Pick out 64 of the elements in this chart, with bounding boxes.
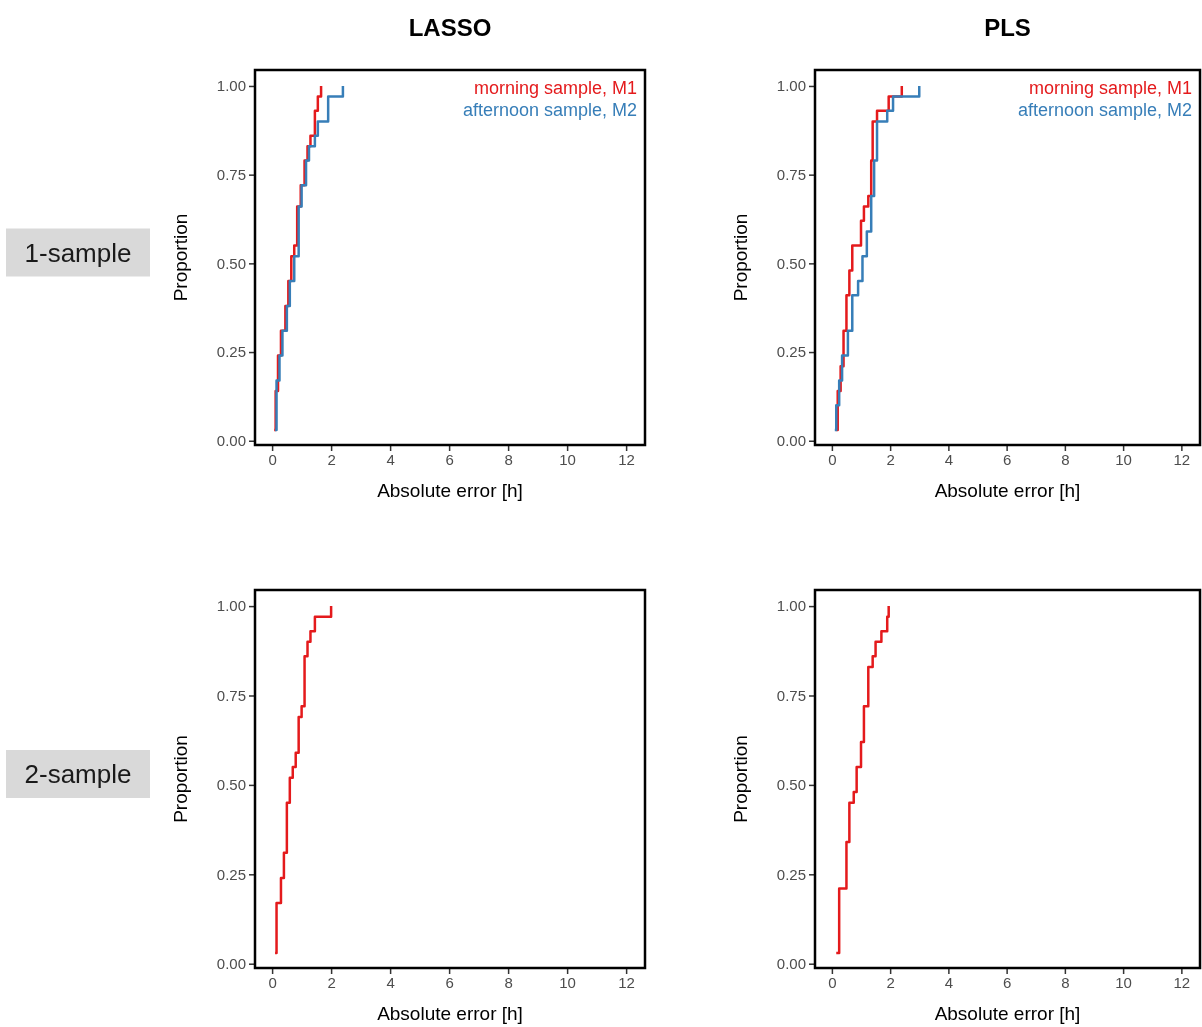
x-axis-title: Absolute error [h] [377, 1003, 523, 1024]
y-tick-label: 0.25 [216, 343, 246, 361]
y-tick-label: 1.00 [776, 597, 806, 615]
y-tick-label: 0.00 [776, 955, 806, 973]
text: morning sample, M1 [473, 78, 637, 98]
y-tick-label: 1.00 [216, 77, 246, 95]
x-tick-label: 0 [268, 450, 277, 468]
y-tick-label: 0.75 [776, 165, 806, 183]
y-axis-title: Proportion [170, 735, 191, 823]
y-tick-label: 0.25 [216, 865, 246, 883]
x-tick-label: 6 [1002, 973, 1012, 991]
y-tick-label: 0.50 [776, 776, 806, 794]
y-tick-label: 1.00 [776, 77, 806, 95]
x-tick-label: 2 [886, 973, 895, 991]
x-tick-label: 10 [559, 450, 576, 468]
y-tick-label: 0.75 [216, 686, 246, 704]
x-tick-label: 12 [618, 450, 635, 468]
x-tick-label: 10 [1115, 450, 1132, 468]
chart-title: LASSO [408, 14, 492, 41]
x-tick-label: 4 [386, 450, 395, 468]
x-axis-title: Absolute error [h] [934, 480, 1081, 501]
y-tick-label: 0.00 [776, 432, 806, 450]
x-tick-label: 0 [268, 973, 277, 991]
x-tick-label: 6 [1002, 450, 1012, 468]
y-tick-label: 0.25 [776, 343, 806, 361]
text: afternoon sample, M2 [462, 100, 637, 120]
text: morning sample, M1 [1028, 78, 1192, 98]
y-tick-label: 0.50 [216, 254, 246, 272]
text: afternoon sample, M2 [1017, 100, 1192, 120]
x-tick-label: 10 [1115, 973, 1132, 991]
y-tick-label: 0.50 [776, 254, 806, 272]
x-tick-label: 8 [504, 973, 513, 991]
x-tick-label: 8 [504, 450, 513, 468]
x-tick-label: 12 [618, 973, 635, 991]
x-tick-label: 2 [886, 450, 895, 468]
y-tick-label: 0.75 [216, 165, 246, 183]
x-axis-title: Absolute error [h] [377, 480, 523, 501]
y-tick-label: 0.00 [216, 955, 246, 973]
x-tick-label: 2 [327, 973, 336, 991]
x-tick-label: 2 [327, 450, 336, 468]
text: 2-sample [24, 759, 132, 789]
y-axis-title: Proportion [730, 213, 751, 302]
x-tick-label: 0 [828, 450, 837, 468]
x-tick-label: 10 [559, 973, 576, 991]
x-tick-label: 6 [445, 973, 454, 991]
y-tick-label: 0.50 [216, 776, 246, 794]
x-tick-label: 4 [386, 973, 395, 991]
x-tick-label: 4 [944, 973, 954, 991]
y-axis-title: Proportion [730, 735, 751, 823]
x-tick-label: 8 [1061, 450, 1070, 468]
x-tick-label: 8 [1061, 973, 1070, 991]
chart-title: PLS [984, 14, 1031, 41]
x-tick-label: 4 [944, 450, 954, 468]
x-tick-label: 12 [1173, 973, 1191, 991]
y-tick-label: 0.25 [776, 865, 806, 883]
x-tick-label: 6 [445, 450, 454, 468]
x-tick-label: 0 [828, 973, 837, 991]
x-tick-label: 12 [1173, 450, 1191, 468]
y-axis-title: Proportion [170, 213, 191, 302]
x-axis-title: Absolute error [h] [934, 1003, 1081, 1024]
y-tick-label: 0.00 [216, 432, 246, 450]
y-tick-label: 1.00 [216, 597, 246, 615]
y-tick-label: 0.75 [776, 686, 806, 704]
text: 1-sample [24, 237, 132, 268]
